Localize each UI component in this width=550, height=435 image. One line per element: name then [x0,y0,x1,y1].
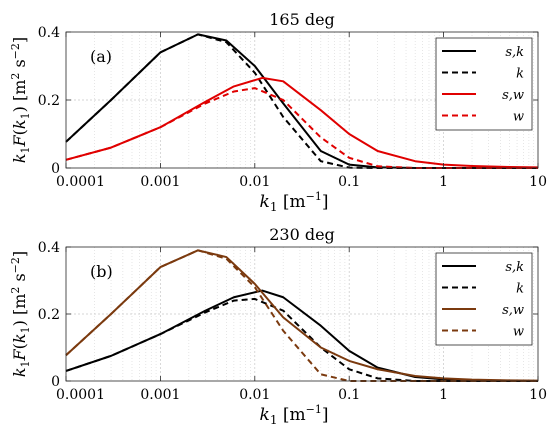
y-tick-label: 0.2 [38,307,60,323]
y-axis-label: k1F(k1) [m2 s−2] [9,251,32,377]
x-tick-label: 0.0001 [56,387,105,403]
y-tick-label: 0.4 [38,25,60,41]
series-line-2 [65,76,539,169]
legend: s,k k s,w w [435,37,533,131]
x-tick-label: 0.001 [140,387,180,403]
y-tick-label: 0.4 [38,240,60,256]
series-group [65,33,539,169]
legend-label-0: s,k [505,260,524,275]
legend-label-3: w [513,110,524,125]
x-tick-label: 10 [529,387,547,403]
x-tick-label: 1 [439,174,448,190]
series-line-3 [65,87,538,169]
x-tick-label: 0.1 [338,387,360,403]
series-line-1 [65,33,538,169]
y-axis-label: k1F(k1) [m2 s−2] [9,37,32,163]
legend-label-2: s,w [502,303,524,318]
x-axis-label: k1 [m−1] [260,190,329,214]
panel-label: (b) [90,262,113,281]
x-tick-label: 0.1 [338,174,360,190]
legend-label-2: s,w [502,88,524,103]
legend-label-1: k [516,67,524,82]
series-line-1 [65,297,538,382]
x-tick-label: 10 [529,174,547,190]
legend-label-3: w [513,325,524,340]
chart-panel-0: 0.0001 0.001 0.01 0.1 1 10 0 0.2 0.4 165 deg (a) k1… [9,10,547,214]
legend-label-1: k [516,282,524,297]
x-tick-label: 0.0001 [56,174,105,190]
legend-label-0: s,k [505,45,524,60]
chart-title: 165 deg [269,10,335,29]
y-tick-label: 0 [51,374,60,390]
x-tick-label: 1 [439,387,448,403]
x-tick-label: 0.01 [239,387,270,403]
x-tick-label: 0.001 [140,174,180,190]
x-axis-label: k1 [m−1] [260,403,329,427]
legend: s,k k s,w w [435,252,533,346]
x-tick-label: 0.01 [239,174,270,190]
panel-label: (a) [90,47,112,66]
y-tick-label: 0 [51,161,60,177]
chart-panel-1: 0.0001 0.001 0.01 0.1 1 10 0 0.2 0.4 230 deg (b) k1… [9,225,547,427]
chart-title: 230 deg [269,225,335,244]
y-tick-label: 0.2 [38,93,60,109]
